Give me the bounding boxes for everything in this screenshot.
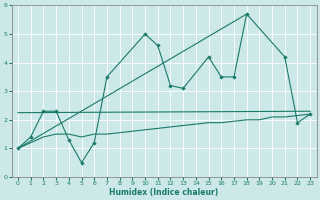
X-axis label: Humidex (Indice chaleur): Humidex (Indice chaleur) <box>109 188 219 197</box>
